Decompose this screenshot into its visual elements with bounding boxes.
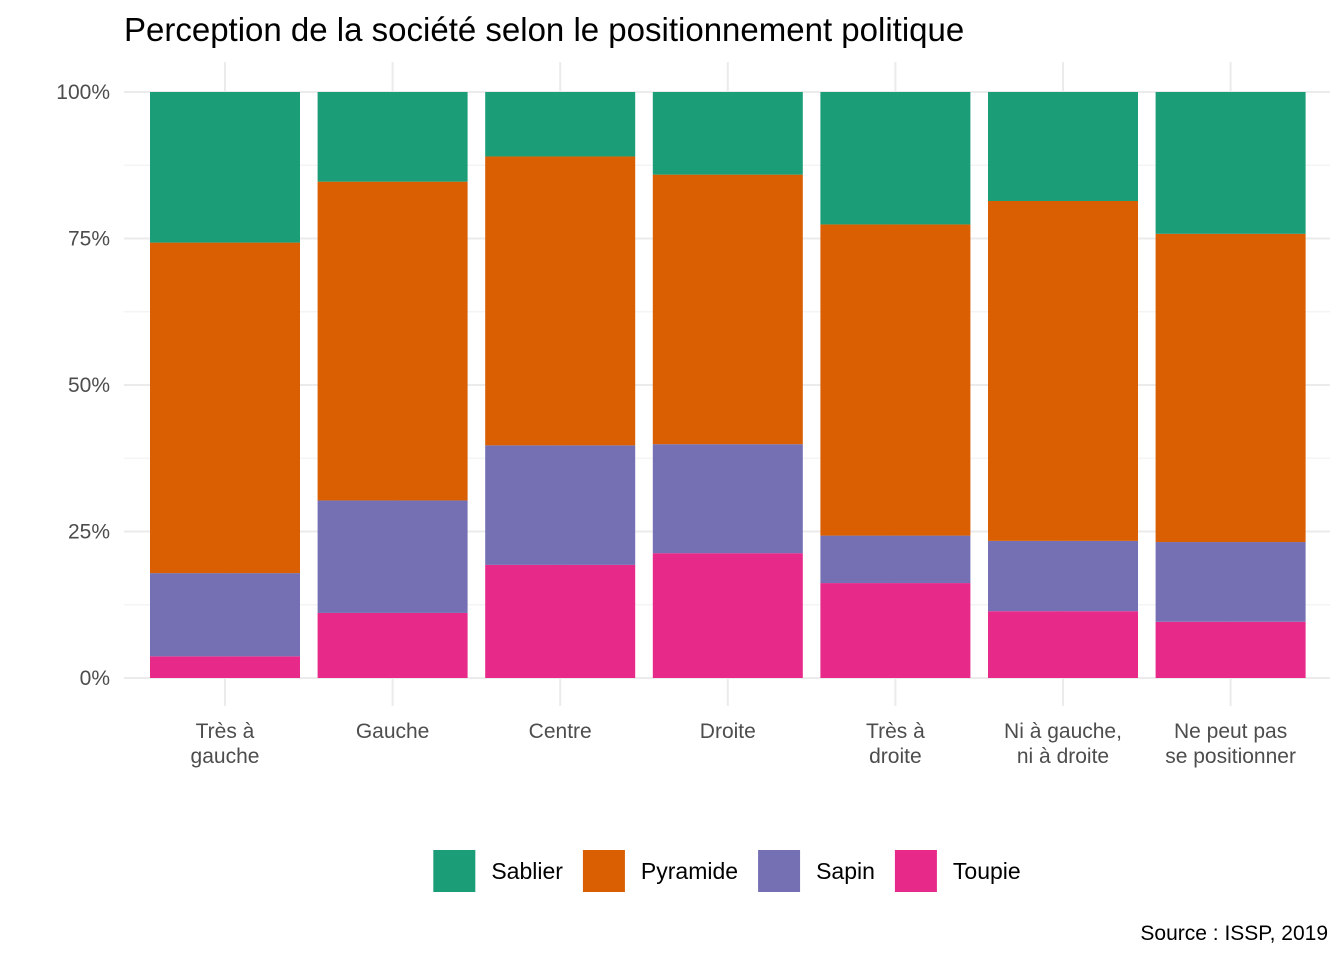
bar-segment: Sablier (820, 92, 971, 225)
bar-segment: Pyramide (652, 174, 803, 445)
bar-segment: Sapin (317, 500, 468, 613)
legend-key (582, 850, 625, 892)
legend-label: Pyramide (641, 858, 738, 884)
x-tick-label: Très à gauche (191, 720, 260, 768)
bar-segment: Sapin (820, 535, 971, 584)
legend-item: Sapin (758, 850, 875, 892)
bar-segment: Sapin (652, 444, 803, 554)
y-tick-label: 75% (68, 228, 110, 251)
bar-segment: Toupie (485, 564, 636, 678)
bar-segment: Toupie (1155, 621, 1306, 678)
legend-item: Sablier (433, 850, 563, 892)
bar-segment: Sablier (485, 92, 636, 157)
bar-segment: Toupie (317, 612, 468, 678)
chart-caption: Source : ISSP, 2019 (1140, 922, 1328, 945)
legend-item: Toupie (894, 850, 1021, 892)
legend-label: Sapin (816, 858, 875, 884)
bar-segment: Toupie (820, 583, 971, 678)
y-tick-label: 25% (68, 521, 110, 544)
y-tick-label: 100% (56, 81, 110, 104)
bar-segment: Pyramide (988, 200, 1138, 541)
bar-segment: Pyramide (317, 181, 468, 501)
legend-key (433, 850, 476, 892)
bar-segment: Toupie (988, 611, 1138, 678)
bars: ToupieSapinPyramideSablierToupieSapinPyr… (150, 92, 1306, 678)
bar-segment: Sablier (1155, 92, 1306, 234)
bar-segment: Toupie (150, 656, 300, 678)
bar-segment: Pyramide (485, 156, 636, 446)
x-tick-label: Ni à gauche, ni à droite (1004, 720, 1122, 768)
bar-segment: Sapin (485, 445, 636, 565)
bar-segment: Sablier (988, 92, 1138, 201)
bar-segment: Pyramide (1155, 233, 1306, 543)
bar-segment: Sablier (652, 92, 803, 175)
bar-segment: Sablier (150, 92, 300, 243)
x-tick-label: Centre (529, 720, 592, 743)
y-tick-label: 50% (68, 374, 110, 397)
x-tick-label: Ne peut pas se positionner (1165, 720, 1296, 768)
bar-segment: Toupie (652, 553, 803, 678)
legend-label: Sablier (491, 858, 563, 884)
x-tick-label: Très à droite (866, 720, 925, 768)
y-tick-label: 0% (80, 667, 110, 690)
bar-segment: Pyramide (820, 224, 971, 536)
legend-label: Toupie (953, 858, 1021, 884)
bar-segment: Sablier (317, 92, 468, 182)
bar-segment: Sapin (1155, 542, 1306, 622)
y-axis-tick-labels: 0% 25% 50% 75% 100% (56, 81, 110, 690)
chart-title: Perception de la société selon le positi… (124, 11, 964, 48)
legend-key (894, 850, 937, 892)
x-axis-tick-labels: Très à gauche Gauche Centre Droite Très à droi… (191, 720, 1296, 768)
legend-key (758, 850, 801, 892)
legend-item: Pyramide (582, 850, 738, 892)
legend: Sablier Pyramide Sapin Toupie (433, 850, 1021, 892)
bar-segment: Sapin (150, 573, 300, 657)
x-tick-label: Gauche (356, 720, 430, 743)
bar-segment: Pyramide (150, 242, 300, 574)
x-tick-label: Droite (700, 720, 756, 743)
bar-segment: Sapin (988, 540, 1138, 612)
